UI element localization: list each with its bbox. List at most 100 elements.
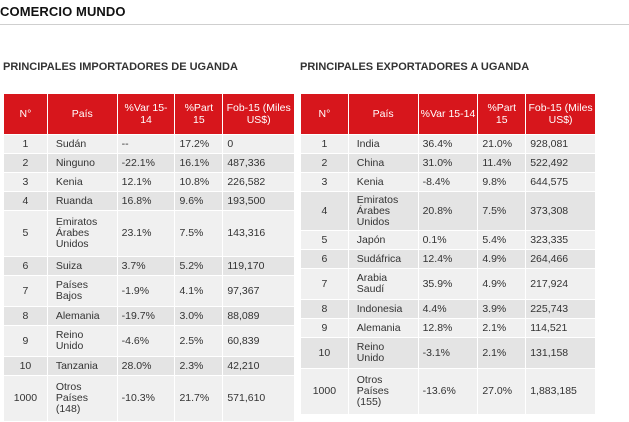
cell-fob: 264,466 — [525, 249, 596, 269]
cell-var: -10.3% — [116, 375, 176, 422]
cell-number: 4 — [300, 191, 349, 231]
cell-part: 7.5% — [174, 210, 224, 257]
exporters-title: PRINCIPALES EXPORTADORES A UGANDA — [300, 61, 530, 73]
cell-fob: 373,308 — [525, 191, 596, 231]
cell-var: -3.1% — [417, 337, 479, 369]
exporters-header-row: N° País %Var 15-14 %Part 15 Fob-15 (Mile… — [300, 93, 596, 135]
importers-section: PRINCIPALES IMPORTADORES DE UGANDA N° Pa… — [3, 60, 295, 422]
cell-country: China — [347, 153, 419, 173]
cell-fob: 88,089 — [222, 306, 295, 326]
cell-fob: 522,492 — [525, 153, 596, 173]
table-row: 3 Kenia 12.1% 10.8% 226,582 — [3, 172, 295, 192]
cell-fob: 143,316 — [222, 210, 295, 257]
cell-part: 21.0% — [477, 134, 527, 154]
cell-var: 28.0% — [116, 356, 176, 376]
header-var: %Var 15-14 — [116, 93, 176, 135]
cell-number: 9 — [3, 325, 48, 357]
cell-fob: 119,170 — [222, 256, 295, 276]
cell-part: 2.5% — [174, 325, 224, 357]
cell-var: 4.4% — [417, 299, 479, 319]
cell-fob: 60,839 — [222, 325, 295, 357]
table-row: 1000 Otros Países (155) -13.6% 27.0% 1,883,1… — [300, 368, 596, 415]
cell-fob: 0 — [222, 134, 295, 154]
cell-var: 36.4% — [417, 134, 479, 154]
cell-var: -1.9% — [116, 275, 176, 307]
table-row: 5 Japón 0.1% 5.4% 323,335 — [300, 230, 596, 250]
header-part: %Part 15 — [174, 93, 224, 135]
cell-country: Sudán — [46, 134, 118, 154]
cell-var: 31.0% — [417, 153, 479, 173]
importers-body: 1 Sudán -- 17.2% 0 2 Ninguno -22.1% 16.1% 487,336… — [3, 134, 295, 422]
cell-fob: 928,081 — [525, 134, 596, 154]
cell-country: Suiza — [46, 256, 118, 276]
cell-part: 5.4% — [477, 230, 527, 250]
table-row: 7 Arabia Saudí 35.9% 4.9% 217,924 — [300, 268, 596, 300]
cell-number: 2 — [300, 153, 349, 173]
header-var: %Var 15-14 — [417, 93, 479, 135]
cell-number: 6 — [3, 256, 48, 276]
cell-country: Reino Unido — [46, 325, 118, 357]
cell-number: 1 — [300, 134, 349, 154]
cell-var: -8.4% — [417, 172, 479, 192]
cell-number: 6 — [300, 249, 349, 269]
table-row: 6 Sudáfrica 12.4% 4.9% 264,466 — [300, 249, 596, 269]
cell-number: 3 — [300, 172, 349, 192]
cell-part: 17.2% — [174, 134, 224, 154]
cell-number: 1000 — [3, 375, 48, 422]
cell-number: 9 — [300, 318, 349, 338]
cell-var: 3.7% — [116, 256, 176, 276]
cell-country: Alemania — [46, 306, 118, 326]
table-row: 1 India 36.4% 21.0% 928,081 — [300, 134, 596, 154]
cell-number: 8 — [300, 299, 349, 319]
header-part: %Part 15 — [477, 93, 527, 135]
cell-country: Tanzania — [46, 356, 118, 376]
header-fob: Fob-15 (Miles US$) — [525, 93, 596, 135]
header-fob: Fob-15 (Miles US$) — [222, 93, 295, 135]
importers-title: PRINCIPALES IMPORTADORES DE UGANDA — [3, 61, 238, 73]
cell-number: 3 — [3, 172, 48, 192]
table-row: 2 China 31.0% 11.4% 522,492 — [300, 153, 596, 173]
cell-country: Kenia — [347, 172, 419, 192]
page-title: COMERCIO MUNDO — [0, 4, 126, 19]
cell-var: -19.7% — [116, 306, 176, 326]
cell-country: Países Bajos — [46, 275, 118, 307]
cell-country: Indonesia — [347, 299, 419, 319]
cell-number: 10 — [300, 337, 349, 369]
cell-number: 5 — [3, 210, 48, 257]
table-row: 9 Reino Unido -4.6% 2.5% 60,839 — [3, 325, 295, 357]
cell-var: 12.4% — [417, 249, 479, 269]
table-row: 9 Alemania 12.8% 2.1% 114,521 — [300, 318, 596, 338]
cell-var: 12.1% — [116, 172, 176, 192]
cell-country: Ruanda — [46, 191, 118, 211]
table-row: 10 Reino Unido -3.1% 2.1% 131,158 — [300, 337, 596, 369]
cell-country: Emiratos Árabes Unidos — [46, 210, 118, 257]
cell-var: 12.8% — [417, 318, 479, 338]
cell-var: -13.6% — [417, 368, 479, 415]
table-row: 4 Ruanda 16.8% 9.6% 193,500 — [3, 191, 295, 211]
cell-part: 4.9% — [477, 268, 527, 300]
cell-part: 3.0% — [174, 306, 224, 326]
cell-country: Japón — [347, 230, 419, 250]
cell-var: 23.1% — [116, 210, 176, 257]
cell-part: 2.1% — [477, 337, 527, 369]
importers-header-row: N° País %Var 15-14 %Part 15 Fob-15 (Mile… — [3, 93, 295, 135]
cell-number: 1000 — [300, 368, 349, 415]
cell-country: Ninguno — [46, 153, 118, 173]
cell-number: 1 — [3, 134, 48, 154]
title-divider — [0, 24, 629, 25]
cell-number: 8 — [3, 306, 48, 326]
cell-fob: 323,335 — [525, 230, 596, 250]
cell-part: 5.2% — [174, 256, 224, 276]
cell-number: 7 — [300, 268, 349, 300]
cell-part: 4.1% — [174, 275, 224, 307]
table-row: 1000 Otros Países (148) -10.3% 21.7% 571,610 — [3, 375, 295, 422]
cell-part: 9.8% — [477, 172, 527, 192]
cell-var: 35.9% — [417, 268, 479, 300]
exporters-body: 1 India 36.4% 21.0% 928,081 2 China 31.0% 11.4% 5… — [300, 134, 596, 415]
cell-part: 2.3% — [174, 356, 224, 376]
cell-fob: 226,582 — [222, 172, 295, 192]
table-row: 4 Emiratos Árabes Unidos 20.8% 7.5% 373,308 — [300, 191, 596, 231]
cell-country: Alemania — [347, 318, 419, 338]
cell-var: -- — [116, 134, 176, 154]
cell-country: Arabia Saudí — [347, 268, 419, 300]
